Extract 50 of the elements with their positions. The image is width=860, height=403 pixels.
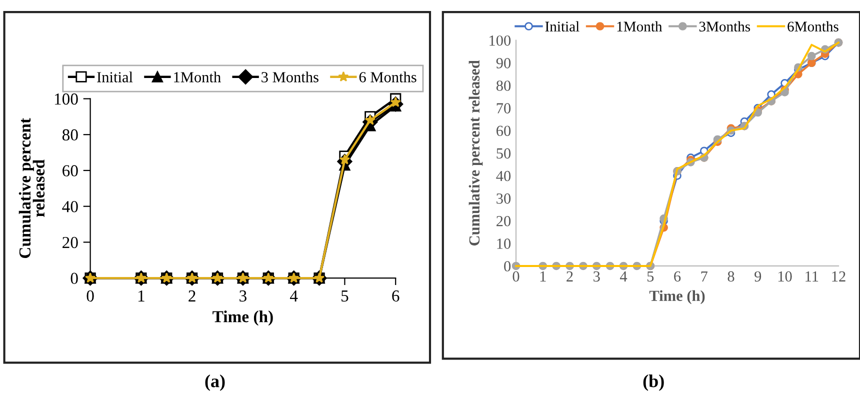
x-tick-label: 5 [647,271,654,282]
y-tick-label: 20 [496,216,511,226]
y-tick-label: 80 [62,129,78,141]
y-tick-label: 30 [496,193,511,204]
text: (a) [205,374,225,391]
x-tick-label: 9 [754,271,762,282]
y-tick-label: 90 [496,58,511,68]
x-tick-label: 10 [778,271,792,282]
x-tick-label: 6 [674,271,681,282]
legend-label: 6 Months [359,72,416,82]
legend-label: Initial [97,72,133,82]
x-tick-label: 1 [540,271,546,282]
x-tick-label: 4 [620,271,628,282]
x-tick-label: 2 [188,290,196,302]
x-tick-label: 0 [512,271,520,282]
x-tick-label: 0 [86,290,94,302]
legend-label: 3Months [699,21,750,32]
legend-label: 1Month [174,72,221,82]
x-tick-label: 4 [290,290,298,302]
y-tick-label: 50 [496,148,511,159]
y-tick-label: 10 [497,238,511,249]
y-axis-title: Cumulative percent released [18,118,45,258]
y-tick-label: 60 [62,165,78,176]
y-axis-title: Cumulative percent released [468,60,483,246]
x-tick-label: 12 [832,271,846,282]
text: (b) [643,374,664,391]
x-tick-label: 5 [342,290,348,302]
x-tick-label: 7 [701,271,708,282]
y-tick-label: 100 [490,35,511,46]
x-tick-label: 11 [806,271,818,282]
y-tick-label: 80 [496,80,511,91]
legend-label: 6Months [788,21,838,32]
legend-label: 1Month [617,21,662,32]
x-tick-label: 6 [392,290,400,302]
x-tick-label: 2 [566,271,573,282]
x-tick-label: 3 [594,271,600,282]
y-tick-label: 60 [496,126,511,136]
y-tick-label: 100 [54,93,78,105]
x-tick-label: 1 [138,290,144,302]
x-tick-label: 3 [240,290,246,302]
y-tick-label: 40 [496,170,511,182]
x-axis-title: Time (h) [649,290,705,304]
x-axis-title: Time (h) [212,310,273,326]
y-tick-label: 40 [62,201,78,212]
x-tick-label: 8 [728,271,734,282]
legend-label: Initial [545,21,580,32]
y-tick-label: 20 [62,236,78,248]
y-tick-label: 70 [496,103,511,114]
y-tick-label: 0 [504,261,511,272]
legend-label: 3 Months [262,72,318,82]
